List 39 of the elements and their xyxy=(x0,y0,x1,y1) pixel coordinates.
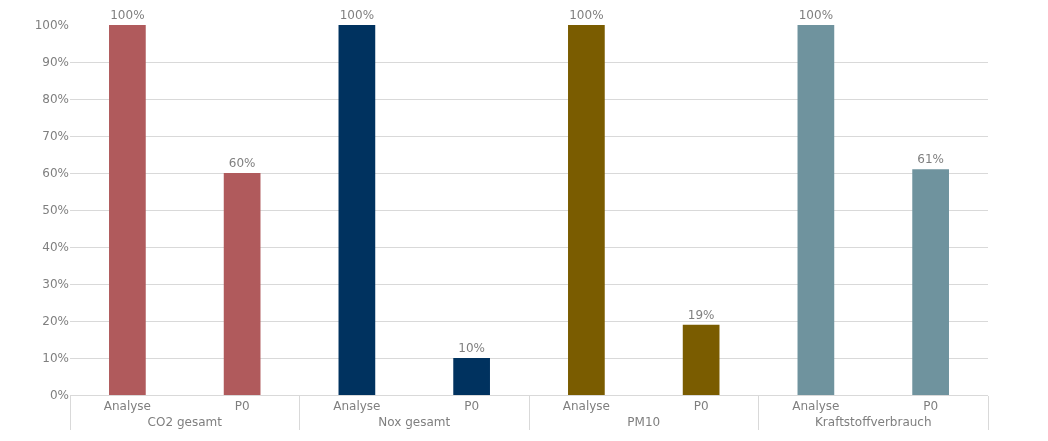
data-label: 19% xyxy=(687,307,715,322)
x-tick-label: P0 xyxy=(234,399,250,414)
x-tick-label: Analyse xyxy=(103,399,152,414)
bar xyxy=(453,358,490,395)
text: Kraftstoffverbrauch xyxy=(814,415,932,430)
data-label: 100% xyxy=(339,8,375,22)
x-tick-label: P0 xyxy=(464,399,480,414)
data-label: 60% xyxy=(228,156,256,170)
bar xyxy=(338,25,376,395)
y-tick-label: 0% xyxy=(49,388,69,403)
x-tick-label: P0 xyxy=(693,399,709,414)
bar xyxy=(223,173,261,395)
bar xyxy=(109,25,146,395)
bar xyxy=(797,25,835,395)
y-tick-label: 10% xyxy=(42,351,69,366)
y-tick-label: 70% xyxy=(42,129,69,144)
text: CO2 gesamt xyxy=(147,415,223,430)
text: PM10 xyxy=(627,415,661,430)
x-tick-label: Analyse xyxy=(333,399,381,414)
data-label: 61% xyxy=(917,152,944,167)
y-tick-label: 100% xyxy=(34,18,69,33)
x-tick-label: Analyse xyxy=(792,399,840,414)
y-tick-label: 40% xyxy=(42,240,69,255)
bar xyxy=(912,169,949,395)
data-label: 10% xyxy=(458,341,485,355)
data-label: 100% xyxy=(798,8,834,22)
bar xyxy=(568,25,605,395)
x-tick-label: Analyse xyxy=(562,399,611,414)
y-tick-label: 80% xyxy=(42,92,69,107)
y-tick-label: 60% xyxy=(42,166,69,181)
y-tick-label: 50% xyxy=(42,203,69,218)
bar xyxy=(682,324,720,395)
y-tick-label: 30% xyxy=(42,277,69,292)
y-tick-label: 20% xyxy=(42,314,69,329)
y-tick-label: 90% xyxy=(42,55,69,70)
text: Nox gesamt xyxy=(378,415,451,430)
data-label: 100% xyxy=(569,8,604,22)
x-tick-label: P0 xyxy=(923,399,939,414)
data-label: 100% xyxy=(110,8,145,22)
